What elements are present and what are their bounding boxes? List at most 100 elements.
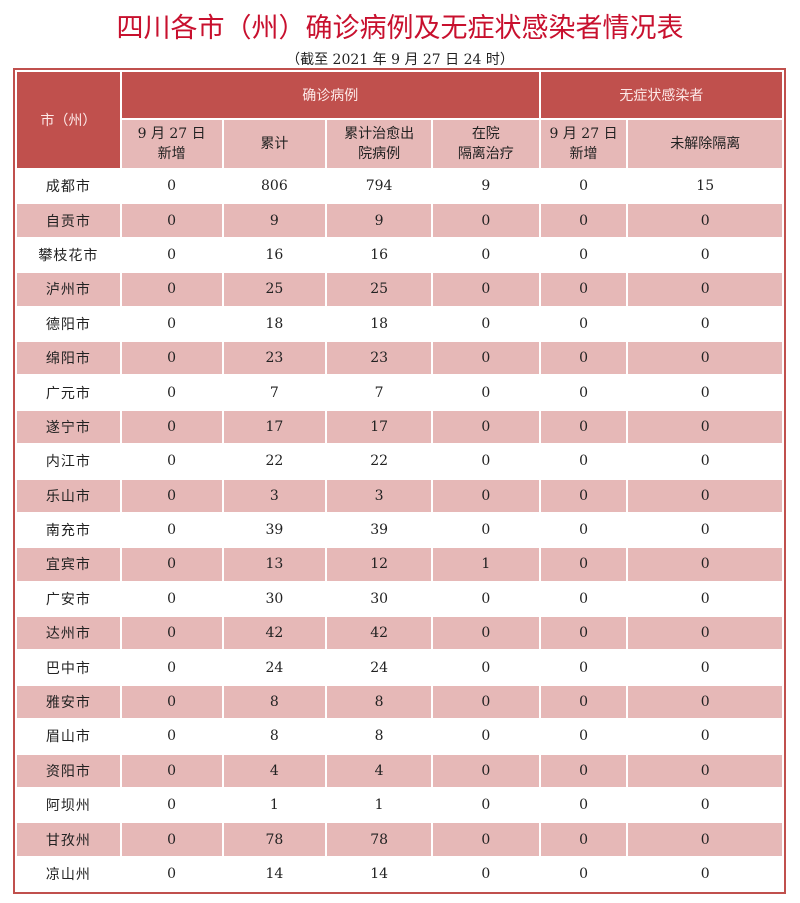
cell-value: 0 bbox=[538, 408, 629, 446]
cell-value: 9 bbox=[430, 167, 541, 205]
cell-value: 3 bbox=[325, 477, 433, 514]
cell-value: 0 bbox=[119, 511, 224, 549]
cell-value: 0 bbox=[430, 374, 541, 411]
cell-value: 0 bbox=[430, 477, 541, 514]
cell-value: 12 bbox=[325, 546, 433, 583]
table-row: 自贡市 0 9 9 0 0 0 bbox=[15, 202, 784, 239]
cell-value: 9 bbox=[221, 202, 328, 239]
cell-value: 0 bbox=[119, 649, 224, 686]
header-col: 未解除隔离 bbox=[626, 118, 784, 170]
cell-value: 0 bbox=[538, 339, 629, 377]
cell-value: 0 bbox=[538, 477, 629, 514]
cell-value: 0 bbox=[538, 271, 629, 308]
cell-value: 0 bbox=[626, 855, 784, 893]
city-name: 达州市 bbox=[15, 615, 122, 652]
table-row: 内江市 0 22 22 0 0 0 bbox=[15, 443, 784, 480]
cell-value: 0 bbox=[538, 787, 629, 824]
cell-value: 39 bbox=[325, 511, 433, 549]
city-name: 甘孜州 bbox=[15, 821, 122, 858]
city-name: 广安市 bbox=[15, 580, 122, 618]
cell-value: 24 bbox=[325, 649, 433, 686]
header-col: 9 月 27 日 新增 bbox=[538, 118, 629, 170]
cell-value: 0 bbox=[626, 271, 784, 308]
cell-value: 0 bbox=[430, 271, 541, 308]
cell-value: 7 bbox=[221, 374, 328, 411]
cell-value: 0 bbox=[626, 546, 784, 583]
cell-value: 0 bbox=[626, 821, 784, 858]
city-name: 巴中市 bbox=[15, 649, 122, 686]
city-name: 凉山州 bbox=[15, 855, 122, 893]
cell-value: 0 bbox=[119, 615, 224, 652]
cell-value: 23 bbox=[221, 339, 328, 377]
header-asymptomatic: 无症状感染者 bbox=[538, 70, 785, 120]
table-row: 雅安市 0 8 8 0 0 0 bbox=[15, 683, 784, 721]
cell-value: 0 bbox=[626, 580, 784, 618]
cell-value: 0 bbox=[119, 821, 224, 858]
cell-value: 0 bbox=[538, 821, 629, 858]
cell-value: 0 bbox=[538, 683, 629, 721]
cell-value: 1 bbox=[430, 546, 541, 583]
cell-value: 25 bbox=[221, 271, 328, 308]
table-row: 达州市 0 42 42 0 0 0 bbox=[15, 615, 784, 652]
cell-value: 3 bbox=[221, 477, 328, 514]
cell-value: 0 bbox=[538, 546, 629, 583]
cell-value: 0 bbox=[119, 443, 224, 480]
table-row: 乐山市 0 3 3 0 0 0 bbox=[15, 477, 784, 514]
cell-value: 4 bbox=[221, 752, 328, 790]
city-name: 遂宁市 bbox=[15, 408, 122, 446]
cell-value: 0 bbox=[119, 408, 224, 446]
cell-value: 0 bbox=[430, 683, 541, 721]
cases-table: 市（州） 确诊病例 无症状感染者 9 月 27 日 新增 累计 累计治愈出 院病例在… bbox=[13, 67, 786, 895]
cell-value: 0 bbox=[626, 374, 784, 411]
cell-value: 0 bbox=[430, 339, 541, 377]
cell-value: 1 bbox=[221, 787, 328, 824]
subtitle: （截至 2021 年 9 月 27 日 24 时） bbox=[286, 52, 514, 68]
cell-value: 1 bbox=[325, 787, 433, 824]
cell-value: 0 bbox=[430, 511, 541, 549]
cell-value: 0 bbox=[119, 339, 224, 377]
cell-value: 8 bbox=[325, 683, 433, 721]
city-name: 眉山市 bbox=[15, 718, 122, 755]
cell-value: 42 bbox=[221, 615, 328, 652]
cell-value: 16 bbox=[221, 236, 328, 274]
cell-value: 0 bbox=[430, 752, 541, 790]
city-name: 广元市 bbox=[15, 374, 122, 411]
city-name: 攀枝花市 bbox=[15, 236, 122, 274]
table-row: 德阳市 0 18 18 0 0 0 bbox=[15, 305, 784, 342]
cell-value: 8 bbox=[221, 718, 328, 755]
cell-value: 0 bbox=[119, 683, 224, 721]
cell-value: 25 bbox=[325, 271, 433, 308]
cell-value: 0 bbox=[430, 580, 541, 618]
cell-value: 0 bbox=[538, 236, 629, 274]
cell-value: 17 bbox=[325, 408, 433, 446]
table-row: 阿坝州 0 1 1 0 0 0 bbox=[15, 787, 784, 824]
city-name: 泸州市 bbox=[15, 271, 122, 308]
cell-value: 0 bbox=[119, 477, 224, 514]
table-row: 甘孜州 0 78 78 0 0 0 bbox=[15, 821, 784, 858]
cell-value: 16 bbox=[325, 236, 433, 274]
cell-value: 0 bbox=[119, 787, 224, 824]
header-col: 累计治愈出 院病例 bbox=[325, 118, 433, 170]
city-name: 资阳市 bbox=[15, 752, 122, 790]
cell-value: 0 bbox=[626, 511, 784, 549]
table-row: 泸州市 0 25 25 0 0 0 bbox=[15, 271, 784, 308]
cell-value: 22 bbox=[221, 443, 328, 480]
cell-value: 15 bbox=[626, 167, 784, 205]
city-name: 自贡市 bbox=[15, 202, 122, 239]
cell-value: 0 bbox=[538, 305, 629, 342]
table-row: 绵阳市 0 23 23 0 0 0 bbox=[15, 339, 784, 377]
cell-value: 0 bbox=[430, 615, 541, 652]
city-name: 乐山市 bbox=[15, 477, 122, 514]
cell-value: 0 bbox=[626, 477, 784, 514]
cell-value: 9 bbox=[325, 202, 433, 239]
cell-value: 13 bbox=[221, 546, 328, 583]
cell-value: 0 bbox=[626, 752, 784, 790]
cell-value: 8 bbox=[221, 683, 328, 721]
header-city: 市（州） bbox=[15, 70, 122, 170]
cell-value: 18 bbox=[325, 305, 433, 342]
cell-value: 0 bbox=[538, 202, 629, 239]
table-row: 巴中市 0 24 24 0 0 0 bbox=[15, 649, 784, 686]
cell-value: 0 bbox=[119, 305, 224, 342]
city-name: 绵阳市 bbox=[15, 339, 122, 377]
cell-value: 24 bbox=[221, 649, 328, 686]
